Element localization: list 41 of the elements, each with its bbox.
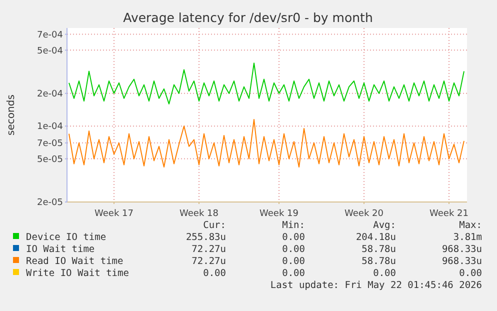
x-tick-label: Week 18	[180, 209, 219, 219]
text: 0.00	[282, 244, 306, 255]
y-tick-label: 7e-04	[37, 30, 64, 40]
y-tick-label: 2e-05	[37, 198, 63, 208]
text: 0.00	[282, 268, 306, 279]
text: Last update: Fri May 22 01:45:46 2026	[270, 280, 482, 291]
legend-label: Device IO time	[26, 232, 106, 243]
legend-label: IO Wait time	[26, 244, 95, 255]
text: 72.27u	[192, 256, 226, 267]
x-tick-label: Week 20	[344, 209, 384, 219]
text: Cur:	[203, 220, 226, 231]
y-tick-label: 5e-05	[37, 154, 63, 165]
line-series	[68, 62, 464, 104]
y-tick-label: 7e-05	[37, 139, 63, 150]
text: 968.33u	[442, 244, 482, 255]
text: 0.00	[373, 268, 396, 279]
text: 0.00	[203, 268, 226, 279]
text: 72.27u	[192, 244, 226, 255]
text: 255.83u	[186, 232, 226, 243]
text: 58.78u	[362, 244, 396, 255]
y-tick-label: 1e-04	[37, 122, 64, 132]
text: 58.78u	[362, 256, 396, 267]
text: Min:	[282, 220, 305, 231]
y-axis-title: seconds	[6, 94, 17, 136]
text: 3.81m	[453, 232, 482, 243]
x-tick-label: Week 17	[94, 209, 134, 219]
x-tick-label: Week 21	[430, 209, 468, 219]
text: 968.33u	[442, 256, 482, 267]
chart-title: Average latency for /dev/sr0 - by month	[123, 10, 373, 25]
y-tick-label: 2e-04	[37, 90, 64, 100]
y-tick-label: 5e-04	[37, 46, 64, 56]
x-tick-label: Week 19	[260, 209, 299, 219]
line-series	[68, 118, 464, 168]
text: 0.00	[282, 256, 306, 267]
text: Avg:	[373, 220, 396, 231]
text: 0.00	[459, 268, 482, 279]
legend-label: Read IO Wait time	[26, 256, 124, 267]
text: Max:	[459, 220, 482, 231]
text: 204.18u	[356, 232, 396, 243]
legend-label: Write IO Wait time	[26, 268, 130, 279]
text: 0.00	[282, 232, 306, 243]
